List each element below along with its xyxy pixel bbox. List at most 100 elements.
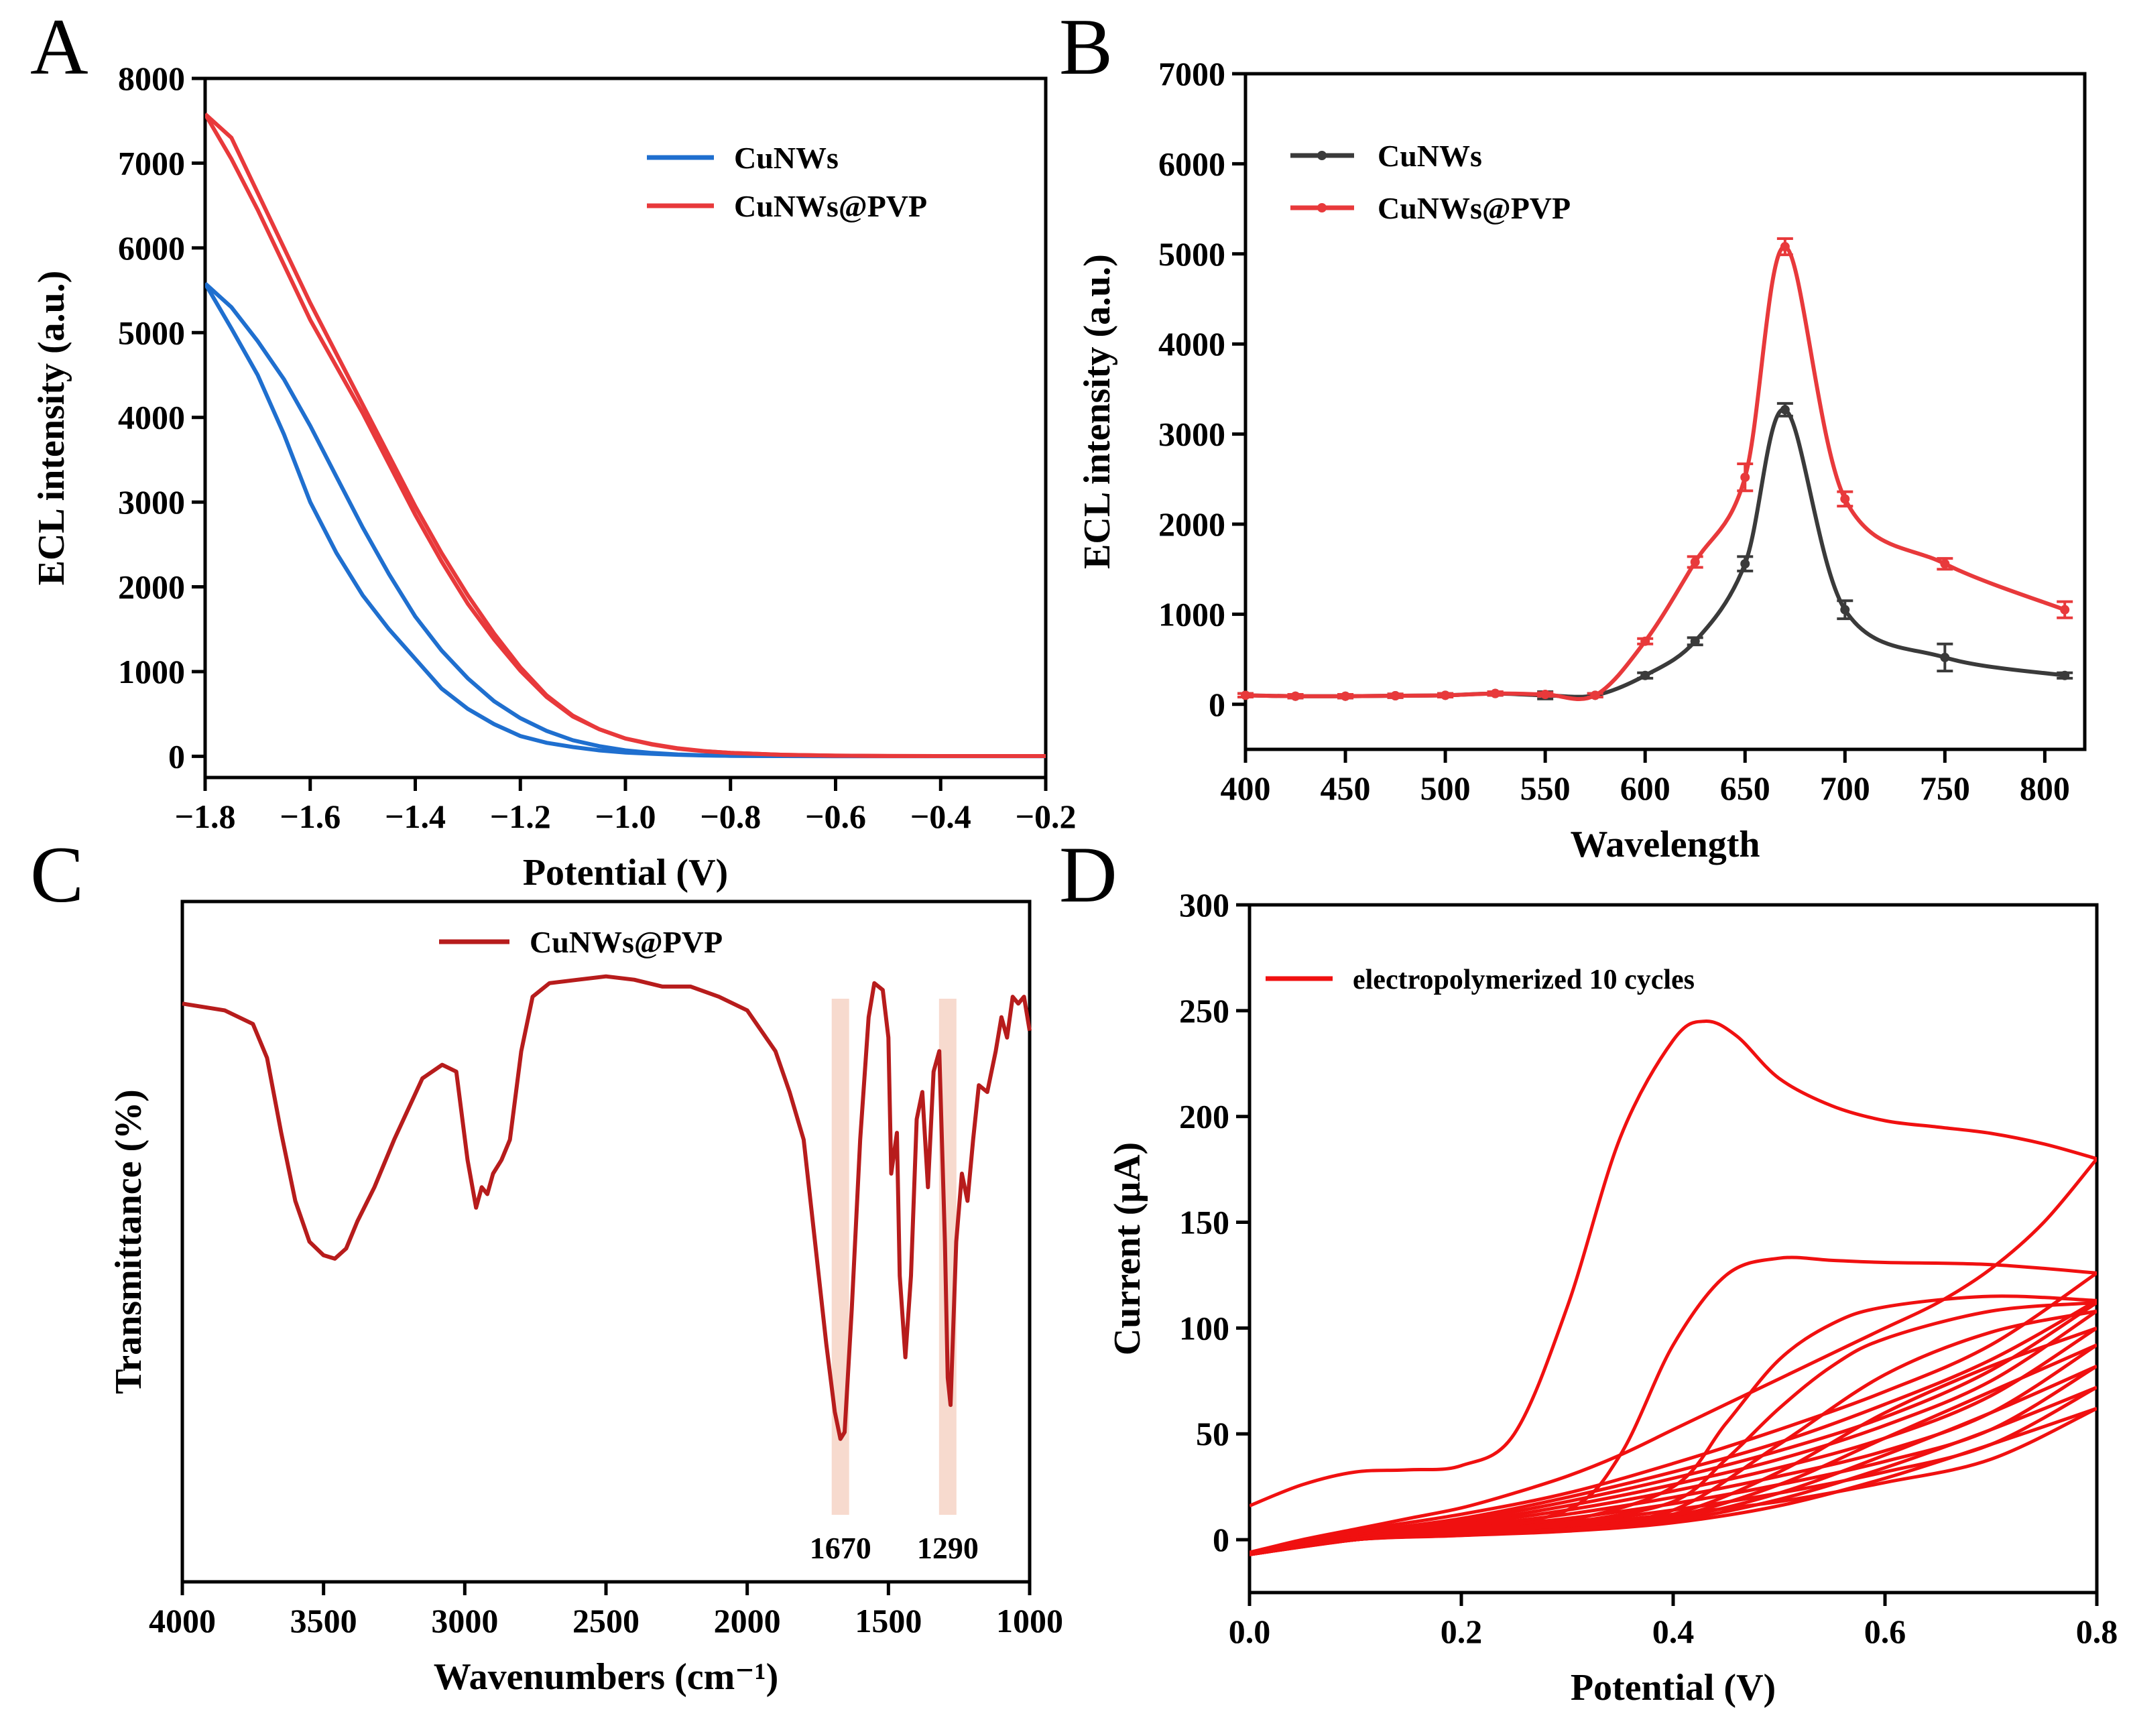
- data-point: [1940, 559, 1950, 569]
- data-point: [1840, 494, 1850, 504]
- data-point: [1241, 690, 1250, 700]
- data-point: [1640, 670, 1650, 680]
- y-tick-label: 0: [1213, 1521, 1229, 1558]
- cv-cycle-1-reverse: [1250, 1158, 2097, 1554]
- x-tick-label: 450: [1321, 769, 1371, 807]
- data-point: [1780, 405, 1790, 415]
- panel-letter: A: [30, 2, 88, 91]
- y-tick-label: 6000: [1158, 145, 1225, 182]
- legend-label: electropolymerized 10 cycles: [1353, 965, 1695, 995]
- y-axis-label: Transmittance (%): [108, 1089, 149, 1394]
- y-tick-label: 3000: [1158, 416, 1225, 453]
- y-tick-label: 0: [168, 737, 185, 775]
- y-axis-label: Current (μA): [1107, 1142, 1148, 1355]
- series-line-return-1: [205, 113, 1046, 758]
- x-tick-label: 1500: [855, 1602, 922, 1639]
- data-point: [1740, 559, 1750, 569]
- y-tick-label: 0: [1209, 686, 1225, 723]
- y-tick-label: 100: [1179, 1309, 1229, 1347]
- data-point: [1441, 690, 1451, 700]
- y-tick-label: 250: [1179, 992, 1229, 1030]
- y-tick-label: 2000: [1158, 505, 1225, 543]
- y-tick-label: 4000: [118, 399, 185, 436]
- x-tick-label: 500: [1420, 769, 1471, 807]
- data-point: [1341, 691, 1351, 701]
- y-tick-label: 1000: [118, 653, 185, 690]
- y-tick-label: 5000: [1158, 235, 1225, 273]
- x-axis-label: Wavelength: [1570, 824, 1760, 865]
- x-tick-label: −0.6: [805, 798, 866, 835]
- x-tick-label: 4000: [149, 1602, 216, 1639]
- legend-marker: [1317, 151, 1327, 160]
- x-tick-label: 600: [1620, 769, 1670, 807]
- x-tick-label: −0.8: [700, 798, 761, 835]
- x-tick-label: 800: [2020, 769, 2070, 807]
- legend-label: CuNWs@PVP: [1378, 191, 1571, 225]
- data-point: [1780, 242, 1790, 252]
- panel-B: B 400 450 500 550 600 650 700 750 800 0 1000 2000 300…: [1059, 2, 2087, 865]
- x-tick-label: 700: [1820, 769, 1870, 807]
- data-point: [1840, 605, 1850, 615]
- data-point: [1940, 652, 1950, 662]
- legend-label: CuNWs@PVP: [530, 925, 723, 959]
- panel-C: C 4000 3500 3000 2500 2000 1500 1000 Wavenumbers…: [30, 830, 1063, 1698]
- x-tick-label: −1.2: [490, 798, 551, 835]
- cv-cycle-1-forward: [1250, 1019, 2097, 1507]
- y-tick-label: 3000: [118, 483, 185, 521]
- legend-label: CuNWs: [734, 141, 839, 175]
- series-line-0: [182, 974, 1032, 1441]
- x-tick-label: 550: [1520, 769, 1571, 807]
- peak-annotation: 1290: [917, 1531, 979, 1565]
- y-tick-label: 8000: [118, 60, 185, 97]
- x-tick-label: −0.4: [910, 798, 971, 835]
- series-line-0: [1245, 408, 2065, 699]
- x-tick-label: 0.4: [1652, 1613, 1695, 1650]
- legend-marker: [1317, 203, 1327, 212]
- data-point: [1690, 557, 1700, 567]
- y-tick-label: 200: [1179, 1098, 1229, 1135]
- data-point: [1540, 690, 1550, 700]
- x-tick-label: 3000: [431, 1602, 498, 1639]
- x-tick-label: 2500: [572, 1602, 640, 1639]
- y-axis-label: ECL intensity (a.u.): [1077, 254, 1118, 569]
- x-tick-label: 1000: [996, 1602, 1063, 1639]
- plot-frame: [1243, 72, 2087, 751]
- panel-letter: D: [1059, 830, 1117, 919]
- y-tick-label: 1000: [1158, 595, 1225, 633]
- x-tick-label: −1.6: [280, 798, 341, 835]
- x-tick-label: 0.2: [1441, 1613, 1483, 1650]
- x-axis-label: Potential (V): [523, 852, 728, 893]
- x-tick-label: −0.2: [1016, 798, 1077, 835]
- y-tick-label: 4000: [1158, 325, 1225, 363]
- y-tick-label: 6000: [118, 229, 185, 267]
- y-axis-label: ECL intensity (a.u.): [31, 271, 72, 586]
- x-tick-label: −1.4: [385, 798, 446, 835]
- cv-cycle-5-reverse: [1250, 1310, 2097, 1556]
- x-tick-label: 2000: [714, 1602, 781, 1639]
- x-tick-label: 0.0: [1229, 1613, 1271, 1650]
- data-point: [1740, 473, 1750, 483]
- x-tick-label: 650: [1720, 769, 1770, 807]
- cv-cycle-2-reverse: [1250, 1272, 2097, 1556]
- x-axis-label: Wavenumbers (cm⁻¹): [434, 1656, 779, 1698]
- data-point: [1640, 636, 1650, 646]
- cv-cycle-10-reverse: [1250, 1407, 2097, 1556]
- data-point: [1590, 690, 1600, 700]
- x-axis-label: Potential (V): [1571, 1667, 1776, 1709]
- x-tick-label: −1.8: [175, 798, 236, 835]
- legend-label: CuNWs: [1378, 139, 1482, 173]
- x-tick-label: 0.6: [1864, 1613, 1906, 1650]
- x-tick-label: 750: [1920, 769, 1970, 807]
- y-tick-label: 5000: [118, 314, 185, 351]
- y-tick-label: 300: [1179, 886, 1229, 924]
- panel-A: A −1.8 −1.6 −1.4 −1.2 −1.0 −0.8 −0.6 −0.4 −0.2 0 10…: [30, 2, 1077, 893]
- panel-letter: C: [30, 830, 84, 919]
- legend-label: CuNWs@PVP: [734, 189, 927, 223]
- cv-cycle-3-reverse: [1250, 1299, 2097, 1556]
- y-tick-label: 150: [1179, 1204, 1229, 1241]
- data-point: [2060, 670, 2070, 680]
- series-line-1: [1245, 245, 2066, 702]
- x-tick-label: 3500: [290, 1602, 357, 1639]
- data-point: [1490, 688, 1500, 698]
